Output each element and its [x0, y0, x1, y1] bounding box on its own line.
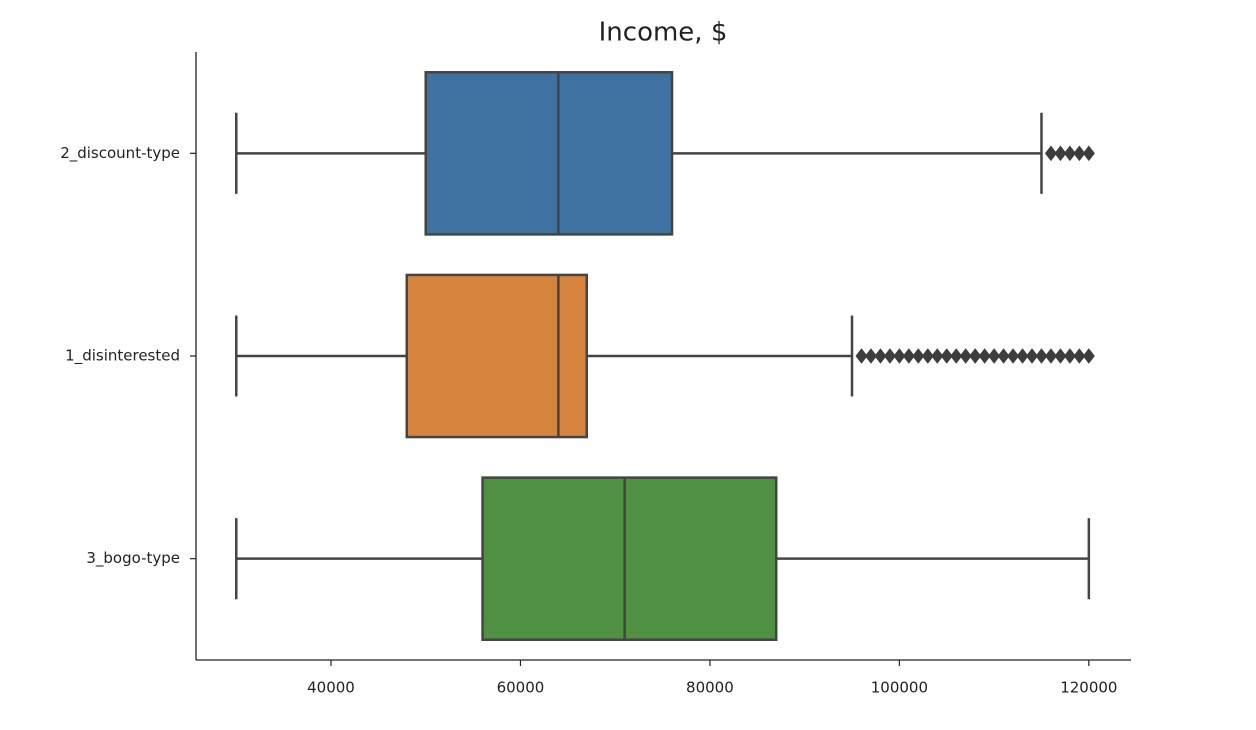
outlier	[988, 348, 1001, 364]
outlier	[1007, 348, 1020, 364]
outlier	[874, 348, 887, 364]
outlier	[1082, 145, 1095, 162]
box	[424, 71, 674, 236]
outlier	[1035, 348, 1048, 364]
box	[481, 476, 778, 641]
outlier	[1026, 348, 1039, 364]
outlier	[1082, 348, 1095, 364]
outlier	[1073, 145, 1086, 162]
y-tick-label: 2_discount-type	[60, 144, 180, 163]
outlier	[1063, 348, 1076, 364]
outlier	[1073, 348, 1086, 364]
outlier	[978, 348, 991, 364]
outlier	[893, 348, 906, 364]
x-tick-label: 60000	[497, 679, 545, 697]
outlier	[902, 348, 915, 364]
outlier	[969, 348, 982, 364]
x-tick-label: 100000	[871, 679, 928, 697]
outlier	[883, 348, 896, 364]
y-tick-label: 1_disinterested	[65, 347, 180, 366]
x-tick-label: 80000	[686, 679, 734, 697]
chart-title: Income, $	[599, 18, 728, 48]
outlier	[931, 348, 944, 364]
x-tick-label: 40000	[307, 679, 355, 697]
y-tick-label: 3_bogo-type	[86, 549, 180, 568]
outlier	[997, 348, 1010, 364]
outlier	[912, 348, 925, 364]
outlier	[1044, 145, 1057, 162]
outlier	[1054, 348, 1067, 364]
outlier	[940, 348, 953, 364]
x-tick-label: 120000	[1060, 679, 1117, 697]
outlier	[1016, 348, 1029, 364]
box	[405, 273, 589, 439]
outlier	[959, 348, 972, 364]
outlier	[950, 348, 963, 364]
outlier	[1054, 145, 1067, 162]
outlier	[1044, 348, 1057, 364]
outlier	[855, 348, 868, 364]
outlier	[1063, 145, 1076, 162]
outlier	[921, 348, 934, 364]
outlier	[864, 348, 877, 364]
